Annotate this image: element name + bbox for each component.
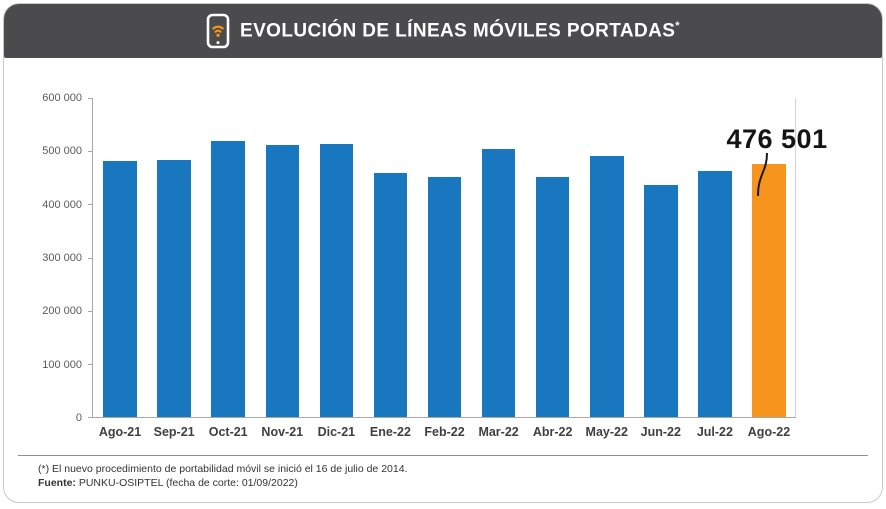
- plot-right-border: [795, 98, 796, 417]
- bar-group: [688, 98, 742, 417]
- x-tick-label: Jun-22: [640, 425, 681, 439]
- smartphone-wifi-icon: [206, 13, 230, 49]
- bar-oct-21: [211, 141, 245, 417]
- x-axis: Ago-21 Sep-21 Oct-21 Nov-21 Dic-21 Ene-22 Feb-…: [93, 418, 796, 439]
- bar-group: [93, 98, 147, 417]
- y-tick-mark: [88, 363, 93, 365]
- y-tick-mark: [88, 417, 93, 418]
- x-tick-label: Dic-21: [317, 425, 356, 439]
- bar-group: [309, 98, 363, 417]
- bar-jun-22: [644, 184, 678, 417]
- footer: (*) El nuevo procedimiento de portabilid…: [38, 462, 882, 490]
- infographic-card: EVOLUCIÓN DE LÍNEAS MÓVILES PORTADAS* 0 1…: [3, 3, 883, 503]
- y-tick-label: 200 000: [42, 305, 82, 318]
- bar-ago-21: [103, 160, 137, 417]
- source-text: PUNKU-OSIPTEL (fecha de corte: 01/09/202…: [75, 477, 298, 490]
- y-axis: 0 100 000 200 000 300 000 400 000 500 000 600 …: [26, 92, 92, 424]
- y-tick-mark: [88, 151, 93, 153]
- bar-dic-21: [319, 144, 354, 417]
- x-tick-label: Feb-22: [424, 425, 465, 439]
- header-bar: EVOLUCIÓN DE LÍNEAS MÓVILES PORTADAS*: [4, 4, 882, 58]
- y-tick-label: 400 000: [42, 198, 82, 211]
- bar-group: [634, 98, 688, 417]
- bar-abr-22: [535, 176, 570, 417]
- plot-area: 476 501: [88, 98, 827, 418]
- highlight-value-annotation: 476 501: [726, 123, 828, 154]
- bars: [93, 98, 796, 417]
- bar-group: [742, 98, 796, 417]
- bar-feb-22: [427, 176, 462, 417]
- title-asterisk: *: [675, 19, 680, 32]
- x-tick-label: Sep-21: [153, 425, 195, 439]
- bar-group: [472, 98, 526, 417]
- leader-line: [756, 152, 768, 196]
- bar-group: [255, 98, 309, 417]
- y-tick-mark: [88, 204, 93, 206]
- footer-divider: [18, 455, 868, 456]
- bar-ene-22: [373, 172, 408, 417]
- bar-ago-22: [752, 163, 786, 417]
- y-tick-mark: [88, 257, 93, 259]
- bar-group: [363, 98, 417, 417]
- bar-group: [201, 98, 255, 417]
- y-tick-label: 300 000: [42, 252, 82, 264]
- bar-nov-21: [265, 145, 300, 417]
- bar-group: [417, 98, 471, 417]
- source-label: Fuente:: [38, 477, 76, 490]
- x-tick-label: Oct-21: [208, 425, 248, 439]
- y-tick-label: 0: [75, 412, 82, 424]
- bar-sep-21: [157, 160, 191, 417]
- y-tick-label: 500 000: [42, 145, 82, 158]
- y-tick-mark: [88, 310, 93, 312]
- y-tick-mark: [88, 98, 93, 99]
- footnote: (*) El nuevo procedimiento de portabilid…: [38, 463, 408, 475]
- page-title: EVOLUCIÓN DE LÍNEAS MÓVILES PORTADAS*: [240, 20, 680, 42]
- bar-mar-22: [481, 148, 516, 417]
- x-tick-label: May-22: [585, 425, 628, 439]
- x-tick-label: Ene-22: [369, 425, 411, 439]
- source-line: Fuente: PUNKU-OSIPTEL (fecha de corte: 0…: [38, 476, 882, 490]
- bar-group: [526, 98, 580, 417]
- bar-group: [147, 98, 201, 417]
- bar-may-22: [589, 156, 624, 417]
- x-tick-label: Jul-22: [696, 425, 733, 439]
- bar-group: [580, 98, 634, 417]
- x-tick-label: Mar-22: [478, 425, 519, 439]
- bar-chart: 0 100 000 200 000 300 000 400 000 500 000 600 …: [26, 92, 827, 439]
- x-tick-label: Abr-22: [532, 425, 573, 439]
- x-tick-label: Nov-21: [261, 425, 304, 439]
- x-tick-label: Ago-22: [747, 425, 791, 439]
- plot-row: 0 100 000 200 000 300 000 400 000 500 000 600 …: [26, 92, 827, 424]
- y-tick-label: 100 000: [42, 358, 82, 371]
- page-title-text: EVOLUCIÓN DE LÍNEAS MÓVILES PORTADAS: [240, 20, 676, 42]
- y-tick-label: 600 000: [42, 92, 82, 104]
- bar-jul-22: [698, 171, 732, 417]
- x-tick-label: Ago-21: [98, 425, 142, 439]
